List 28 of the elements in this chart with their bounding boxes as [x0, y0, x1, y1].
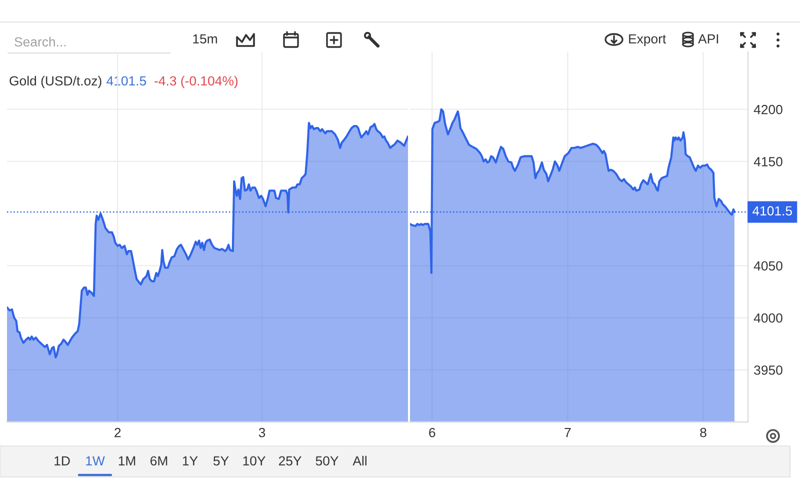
text: 10Y: [243, 456, 266, 466]
y-tick-label: 3950: [754, 365, 782, 375]
text: Export: [629, 34, 666, 46]
text: 6M: [150, 456, 168, 466]
text: 15m: [193, 34, 217, 44]
annotation: -4.3 (-0.104%): [154, 76, 238, 88]
x-tick-label: 8: [700, 428, 706, 438]
text: Search...: [14, 36, 66, 47]
text: 1M: [118, 456, 136, 466]
y-tick-label: 4000: [754, 313, 782, 323]
text: 1D: [54, 456, 70, 466]
ref-line-label: 4101.5: [752, 206, 792, 216]
text: API: [698, 34, 718, 44]
y-tick-label: 4050: [754, 261, 782, 271]
text: All: [352, 456, 366, 466]
text: Gold (USD/t.oz): [10, 76, 102, 88]
y-tick-label: 4200: [754, 104, 782, 114]
x-tick-label: 7: [564, 428, 571, 438]
text: 1Y: [182, 456, 198, 466]
x-tick-label: 2: [114, 428, 121, 438]
text: 5Y: [213, 456, 229, 466]
x-tick-label: 6: [429, 428, 436, 438]
text: 25Y: [278, 456, 302, 466]
text: 50Y: [316, 456, 338, 466]
x-tick-label: 3: [258, 428, 266, 438]
annotation: 4101.5: [106, 76, 146, 86]
y-tick-label: 4150: [754, 157, 782, 166]
text: 1W: [86, 456, 105, 466]
